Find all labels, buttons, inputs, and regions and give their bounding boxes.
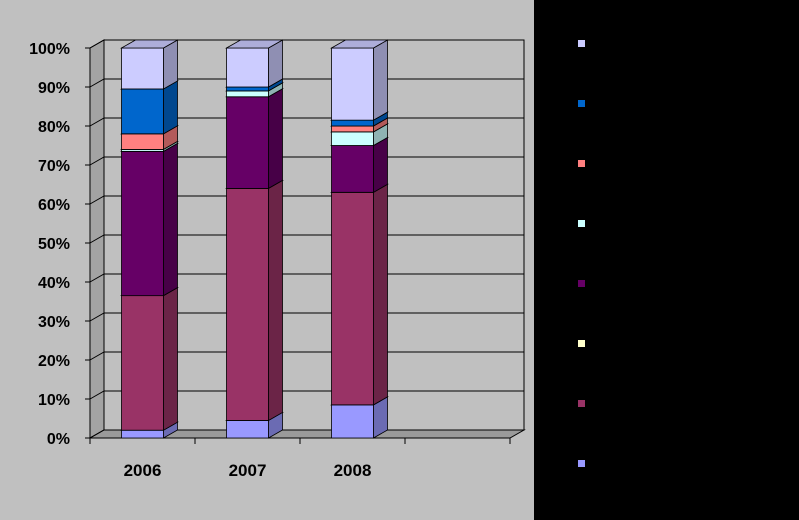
bar-front xyxy=(331,404,374,439)
y-tick-label: 100% xyxy=(29,41,70,58)
bar-segment xyxy=(329,183,390,406)
bar-stack-2007 xyxy=(224,39,285,439)
legend-marker xyxy=(578,220,585,227)
bar-front xyxy=(331,131,374,146)
bar-front xyxy=(331,119,374,127)
bar-side xyxy=(373,183,388,406)
bar-segment xyxy=(119,39,180,90)
bar-front xyxy=(226,420,269,439)
legend-panel xyxy=(534,0,799,520)
bar-front xyxy=(121,88,164,135)
bar-top xyxy=(224,39,285,49)
bar-side xyxy=(163,142,178,297)
bar-front xyxy=(226,86,269,92)
bar-front xyxy=(121,429,164,439)
bar-segment xyxy=(329,39,390,121)
y-axis-tick-labels: 0% 10% 20% 30% 40% 50% 60% 70% 80% 90% 100% xyxy=(29,41,90,448)
bar-side xyxy=(373,136,388,193)
bar-front xyxy=(121,133,164,150)
bar-top xyxy=(119,39,180,49)
legend-marker xyxy=(578,460,585,467)
legend-marker xyxy=(578,400,585,407)
y-tick-label: 40% xyxy=(38,275,70,292)
bar-front xyxy=(121,47,164,90)
y-tick-label: 30% xyxy=(38,314,70,331)
bar-segment xyxy=(119,286,180,431)
y-tick-label: 70% xyxy=(38,158,70,175)
bar-segment xyxy=(224,39,285,88)
legend-marker xyxy=(578,40,585,47)
bars xyxy=(119,39,390,439)
bar-front xyxy=(331,47,374,121)
y-tick-label: 90% xyxy=(38,80,70,97)
bar-side xyxy=(268,88,283,190)
y-tick-label: 20% xyxy=(38,353,70,370)
y-tick-label: 0% xyxy=(47,431,70,448)
y-tick-label: 10% xyxy=(38,392,70,409)
x-category-label: 2006 xyxy=(124,461,162,480)
legend-marker xyxy=(578,160,585,167)
bar-front xyxy=(331,145,374,193)
bar-stack-2006 xyxy=(119,39,180,439)
bar-segment xyxy=(224,88,285,190)
legend xyxy=(578,40,585,467)
bar-top xyxy=(329,39,390,49)
x-axis-category-labels: 2006 2007 2008 xyxy=(89,438,511,480)
bar-front xyxy=(331,191,374,406)
bar-segment xyxy=(224,179,285,422)
x-category-label: 2008 xyxy=(334,461,372,480)
y-tick-label: 50% xyxy=(38,236,70,253)
bar-side xyxy=(163,39,178,90)
y-tick-label: 80% xyxy=(38,119,70,136)
bar-front xyxy=(226,90,269,98)
bar-front xyxy=(331,125,374,133)
bar-side xyxy=(163,286,178,431)
bar-front xyxy=(121,150,164,297)
bar-front xyxy=(226,187,269,421)
x-category-label: 2007 xyxy=(229,461,267,480)
legend-marker xyxy=(578,100,585,107)
bar-side xyxy=(163,80,178,135)
bar-side xyxy=(373,39,388,121)
bar-front xyxy=(121,295,164,431)
y-tick-label: 60% xyxy=(38,197,70,214)
bar-segment xyxy=(119,142,180,297)
legend-marker xyxy=(578,280,585,287)
bar-front xyxy=(226,96,269,189)
bar-stack-2008 xyxy=(329,39,390,439)
legend-marker xyxy=(578,340,585,347)
bar-front xyxy=(226,47,269,88)
bar-side xyxy=(268,179,283,422)
